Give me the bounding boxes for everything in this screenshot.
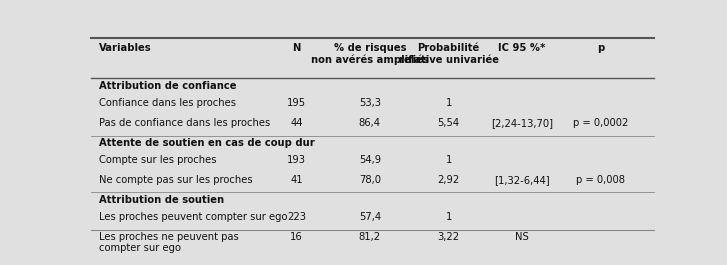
Text: 193: 193 <box>287 155 306 165</box>
Text: 53,3: 53,3 <box>358 98 381 108</box>
Text: 195: 195 <box>287 98 306 108</box>
Text: Ne compte pas sur les proches: Ne compte pas sur les proches <box>100 175 253 185</box>
Text: Attribution de soutien: Attribution de soutien <box>100 195 225 205</box>
Text: 5,54: 5,54 <box>438 118 459 128</box>
Text: Confiance dans les proches: Confiance dans les proches <box>100 98 236 108</box>
Text: p = 0,0002: p = 0,0002 <box>573 118 628 128</box>
Text: N: N <box>292 43 301 53</box>
Text: 3,22: 3,22 <box>438 232 459 242</box>
Text: Attribution de confiance: Attribution de confiance <box>100 81 237 91</box>
Text: 78,0: 78,0 <box>358 175 381 185</box>
Text: Les proches peuvent compter sur ego: Les proches peuvent compter sur ego <box>100 211 288 222</box>
Text: [1,32-6,44]: [1,32-6,44] <box>494 175 550 185</box>
Text: 16: 16 <box>290 232 303 242</box>
Text: Les proches ne peuvent pas
compter sur ego: Les proches ne peuvent pas compter sur e… <box>100 232 239 253</box>
Text: p = 0,008: p = 0,008 <box>577 175 625 185</box>
Text: 2,92: 2,92 <box>438 175 459 185</box>
Text: p: p <box>597 43 604 53</box>
Text: [2,24-13,70]: [2,24-13,70] <box>491 118 553 128</box>
Text: 81,2: 81,2 <box>358 232 381 242</box>
Text: NS: NS <box>515 232 529 242</box>
Text: Probabilité
relative univariée: Probabilité relative univariée <box>398 43 499 65</box>
Text: Attente de soutien en cas de coup dur: Attente de soutien en cas de coup dur <box>100 138 315 148</box>
Text: 44: 44 <box>290 118 302 128</box>
Text: 54,9: 54,9 <box>358 155 381 165</box>
Text: 41: 41 <box>290 175 303 185</box>
Text: Compte sur les proches: Compte sur les proches <box>100 155 217 165</box>
Text: IC 95 %*: IC 95 %* <box>498 43 545 53</box>
Text: 1: 1 <box>446 211 452 222</box>
Text: 1: 1 <box>446 155 452 165</box>
Text: Variables: Variables <box>100 43 152 53</box>
Text: % de risques
non avérés amplifiés: % de risques non avérés amplifiés <box>311 43 429 65</box>
Text: 57,4: 57,4 <box>358 211 381 222</box>
Text: 86,4: 86,4 <box>358 118 381 128</box>
Text: 1: 1 <box>446 98 452 108</box>
Text: 223: 223 <box>287 211 306 222</box>
Text: Pas de confiance dans les proches: Pas de confiance dans les proches <box>100 118 270 128</box>
